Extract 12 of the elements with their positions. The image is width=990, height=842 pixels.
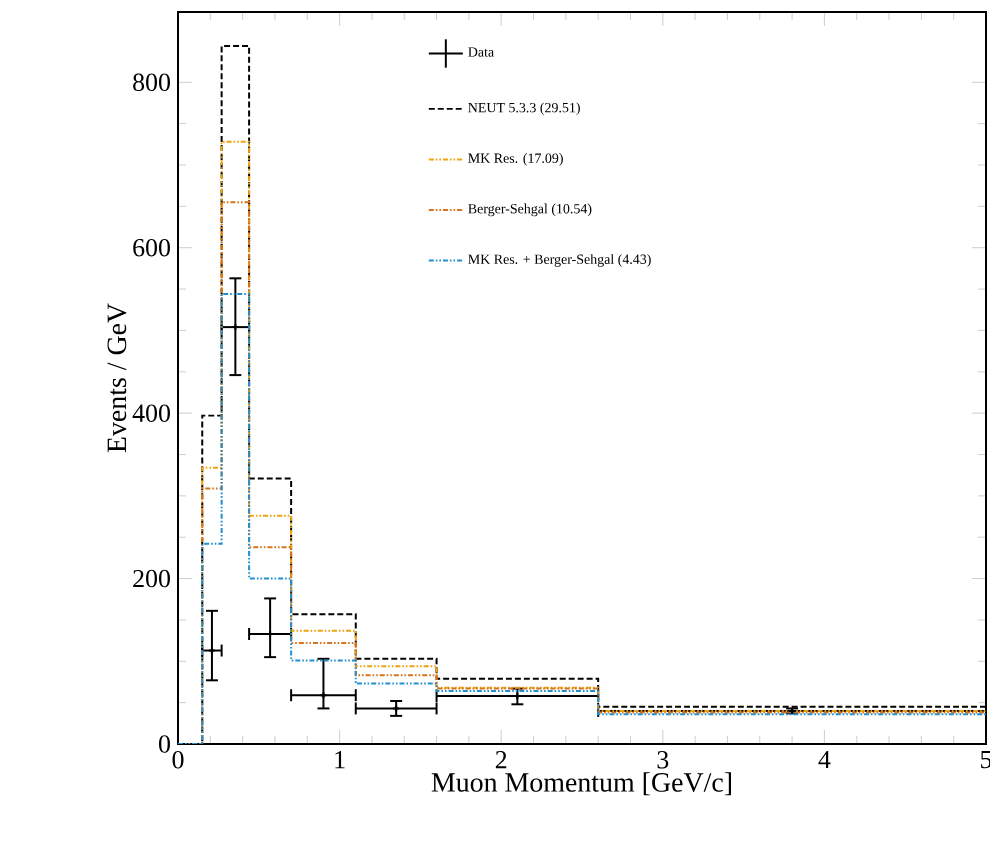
y-tick-label: 600 (133, 238, 170, 257)
x-tick-label: 0 (172, 751, 184, 769)
y-tick-label: 0 (159, 735, 170, 753)
y-tick-label: 400 (132, 404, 170, 422)
x-tick-label: 2 (495, 751, 507, 769)
x-axis-title: Muon Momentum [GeV/c] (431, 772, 731, 796)
y-tick-label: 200 (133, 569, 170, 588)
x-tick-label: 1 (335, 751, 345, 769)
y-axis-title: Events / GeV (107, 303, 127, 453)
y-tick-label: 800 (133, 73, 170, 92)
x-tick-label: 4 (818, 751, 831, 769)
x-tick-label: 3 (657, 751, 669, 769)
